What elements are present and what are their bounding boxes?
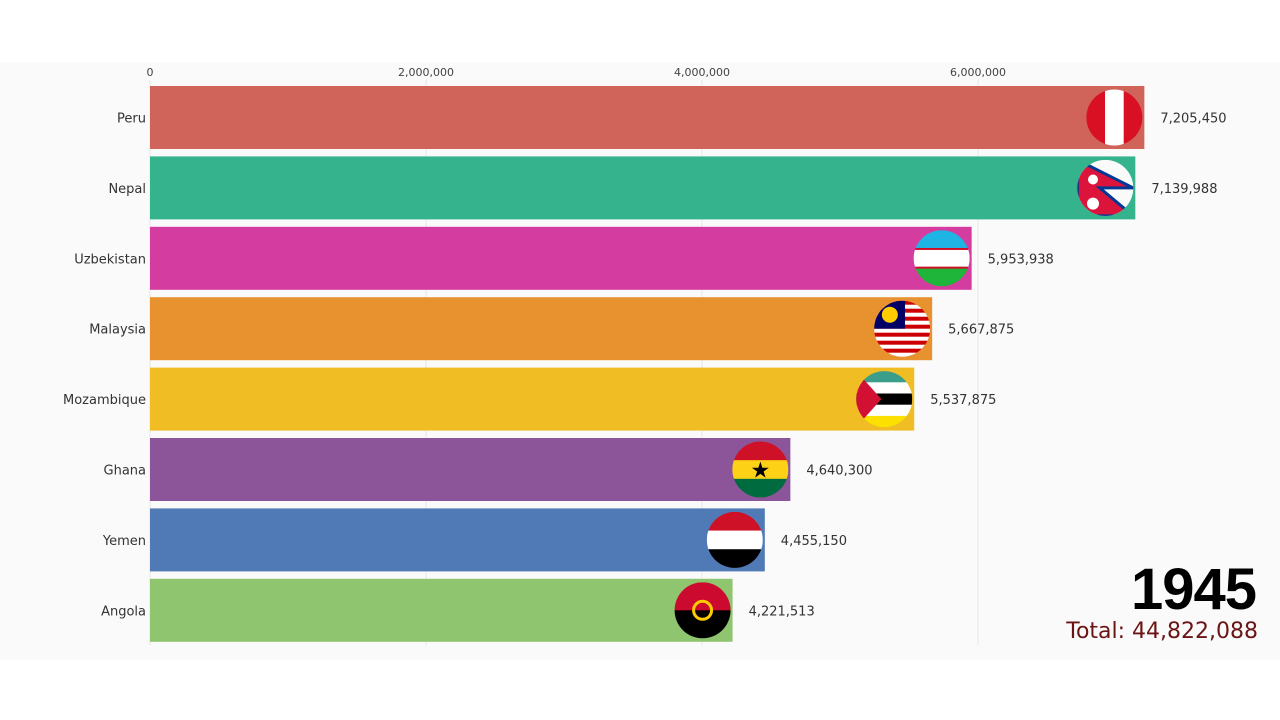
bar-group: Yemen 4,455,150 xyxy=(102,508,847,572)
bar-group: Peru 7,205,450 xyxy=(117,86,1227,149)
category-label: Ghana xyxy=(104,464,147,479)
x-tick-label: 6,000,000 xyxy=(950,66,1006,79)
category-label: Angola xyxy=(101,604,146,619)
category-label: Yemen xyxy=(102,534,146,549)
value-label: 5,667,875 xyxy=(948,323,1014,338)
x-tick-label: 0 xyxy=(147,66,154,79)
value-label: 4,221,513 xyxy=(749,604,815,619)
x-tick-label: 4,000,000 xyxy=(674,66,730,79)
bar xyxy=(150,226,972,290)
category-label: Nepal xyxy=(108,182,146,197)
value-label: 5,953,938 xyxy=(988,252,1054,267)
total-label: Total: 44,822,088 xyxy=(1066,619,1258,644)
bar xyxy=(150,156,1136,220)
bar-group: Angola 4,221,513 xyxy=(101,578,815,642)
bar-group: Malaysia 5,667,875 xyxy=(89,297,1014,361)
nepal-flag-icon xyxy=(1077,159,1134,216)
bar-group: Ghana ★ 4,640,300 xyxy=(104,438,873,501)
bar-group: Nepal 7,139,988 xyxy=(108,156,1217,220)
bar xyxy=(150,508,765,572)
ghana-flag-icon: ★ xyxy=(732,441,789,498)
category-label: Peru xyxy=(117,112,146,127)
category-label: Mozambique xyxy=(63,393,146,408)
bar xyxy=(150,578,733,642)
category-label: Uzbekistan xyxy=(74,252,146,267)
category-label: Malaysia xyxy=(89,323,146,338)
value-label: 7,139,988 xyxy=(1151,182,1217,197)
value-label: 7,205,450 xyxy=(1160,112,1226,127)
bar xyxy=(150,86,1145,149)
value-label: 5,537,875 xyxy=(930,393,996,408)
peru-flag-icon xyxy=(1086,89,1143,146)
year-label: 1945 xyxy=(1130,557,1257,622)
x-tick-label: 2,000,000 xyxy=(398,66,454,79)
bar xyxy=(150,438,791,501)
yemen-flag-icon xyxy=(706,511,763,568)
bar-group: Mozambique 5,537,875 xyxy=(63,367,996,431)
value-label: 4,455,150 xyxy=(781,534,847,549)
svg-text:★: ★ xyxy=(750,459,770,484)
uzbekistan-flag-icon xyxy=(913,230,970,287)
bar xyxy=(150,297,933,361)
mozambique-flag-icon xyxy=(856,371,913,428)
bar xyxy=(150,367,915,431)
bar-group: Uzbekistan 5,953,938 xyxy=(74,226,1054,290)
malaysia-flag-icon xyxy=(874,300,931,357)
value-label: 4,640,300 xyxy=(806,464,872,479)
